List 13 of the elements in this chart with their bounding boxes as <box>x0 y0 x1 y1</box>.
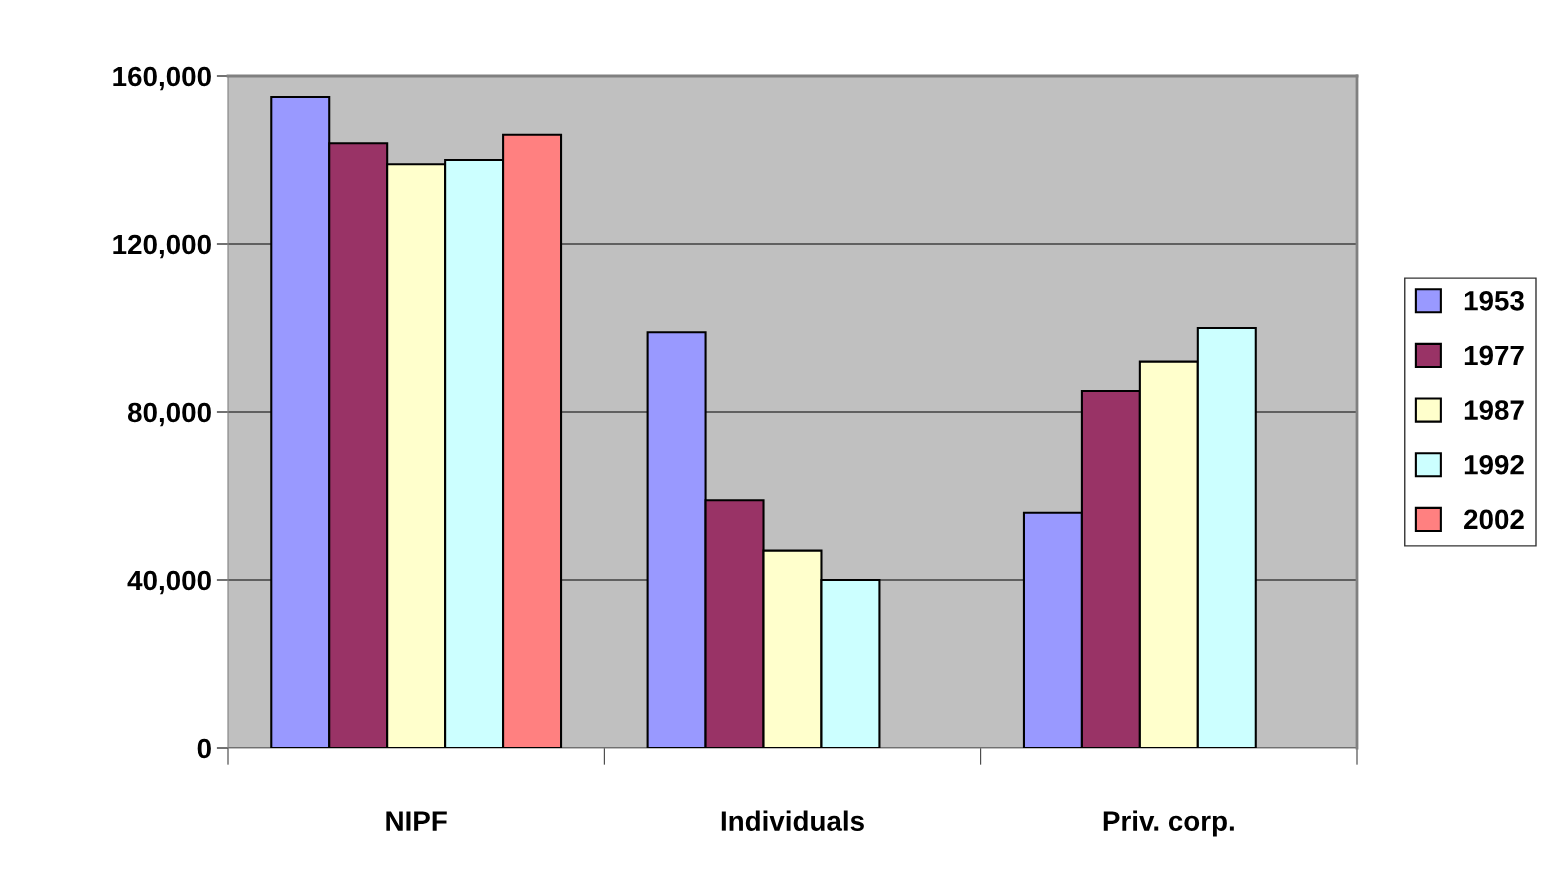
legend-label: 2002 <box>1464 509 1524 530</box>
legend-label: 1987 <box>1464 400 1524 420</box>
legend-label: 1992 <box>1464 454 1524 475</box>
y-tick-label: 120,000 <box>113 234 211 259</box>
x-tick-label: Priv. corp. <box>1103 810 1234 837</box>
legend-label: 1977 <box>1464 345 1524 366</box>
x-tick-label: Individuals <box>721 810 864 831</box>
x-tick-label: NIPF <box>386 811 447 831</box>
y-tick-label: 0 <box>197 738 211 759</box>
y-tick-label: 160,000 <box>113 66 211 91</box>
legend-label: 1953 <box>1464 290 1524 311</box>
y-tick-label: 40,000 <box>127 570 211 595</box>
y-tick-label: 80,000 <box>127 402 211 427</box>
